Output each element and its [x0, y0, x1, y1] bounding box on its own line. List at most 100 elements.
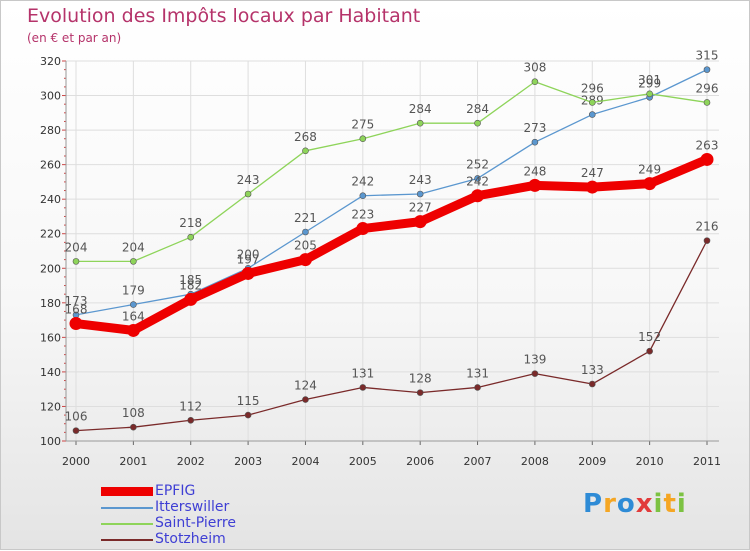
data-point-epfig [184, 292, 198, 306]
data-label-epfig: 205 [294, 239, 317, 253]
data-point-stotzheim [703, 237, 711, 244]
data-label-epfig: 249 [638, 163, 661, 177]
data-point-itterswiller [359, 192, 367, 200]
y-tick-label: 200 [40, 262, 61, 275]
chart-title: Evolution des Impôts locaux par Habitant [27, 5, 421, 27]
y-tick-label: 160 [40, 331, 61, 344]
data-point-epfig [585, 180, 599, 194]
data-label-epfig: 182 [179, 278, 202, 292]
data-label-saint-pierre: 268 [294, 130, 317, 144]
series-line-epfig [71, 154, 712, 335]
data-label-stotzheim: 216 [696, 220, 719, 234]
x-tick-label: 2000 [62, 455, 90, 468]
data-label-itterswiller: 252 [466, 157, 489, 171]
y-tick-label: 100 [40, 435, 61, 448]
data-point-stotzheim [244, 411, 252, 419]
data-label-saint-pierre: 296 [696, 81, 719, 95]
data-point-saint-pierre [187, 233, 195, 241]
logo-letter: r [603, 489, 617, 519]
x-tick-label: 2006 [406, 455, 434, 468]
logo-letter: o [616, 489, 636, 519]
legend-swatch [101, 523, 153, 525]
data-point-saint-pierre [244, 190, 252, 198]
data-label-epfig: 248 [523, 164, 546, 178]
data-label-stotzheim: 106 [65, 410, 88, 424]
data-point-itterswiller [703, 66, 711, 73]
y-tick-label: 220 [40, 228, 61, 241]
data-label-stotzheim: 115 [237, 394, 260, 408]
y-tick-label: 300 [40, 90, 61, 103]
y-tick-label: 320 [40, 55, 61, 68]
legend-swatch [101, 507, 153, 509]
data-point-stotzheim [531, 370, 539, 377]
y-tick-label: 280 [40, 124, 61, 137]
data-point-stotzheim [72, 427, 80, 434]
data-label-itterswiller: 185 [179, 273, 202, 287]
chart-subtitle: (en € et par an) [27, 31, 122, 45]
data-label-saint-pierre: 204 [65, 240, 88, 254]
data-label-saint-pierre: 243 [237, 173, 260, 187]
data-point-epfig [413, 215, 427, 229]
data-label-epfig: 247 [581, 166, 604, 180]
data-label-itterswiller: 243 [409, 173, 432, 187]
data-label-itterswiller: 173 [65, 294, 88, 308]
data-point-saint-pierre [72, 258, 80, 265]
data-point-stotzheim [588, 380, 596, 388]
logo-letter: i [653, 489, 664, 519]
x-tick-label: 2004 [291, 455, 319, 468]
data-label-stotzheim: 131 [351, 366, 374, 380]
legend-label: Itterswiller [155, 499, 230, 515]
data-label-epfig: 223 [351, 208, 374, 222]
logo-letter: t [663, 489, 677, 519]
data-point-itterswiller [416, 190, 424, 198]
x-tick-label: 2002 [177, 455, 205, 468]
data-point-saint-pierre [531, 78, 539, 86]
data-label-itterswiller: 179 [122, 284, 145, 298]
data-label-itterswiller: 242 [351, 175, 374, 189]
data-point-stotzheim [130, 423, 137, 431]
data-label-epfig: 227 [409, 201, 432, 215]
legend-label: Saint-Pierre [155, 515, 236, 531]
data-label-stotzheim: 124 [294, 379, 317, 393]
x-tick-label: 2009 [578, 455, 606, 468]
legend-swatch [101, 539, 153, 541]
legend-label: EPFIG [155, 483, 196, 499]
data-label-itterswiller: 200 [237, 247, 260, 261]
x-tick-label: 2011 [693, 455, 721, 468]
data-point-epfig [356, 222, 370, 236]
data-point-epfig [241, 266, 255, 280]
data-point-saint-pierre [703, 99, 711, 106]
data-label-saint-pierre: 308 [523, 61, 546, 75]
data-point-stotzheim [474, 384, 481, 391]
data-point-saint-pierre [646, 90, 653, 98]
data-point-stotzheim [416, 389, 424, 396]
x-tick-label: 2008 [521, 455, 549, 468]
data-point-saint-pierre [474, 119, 481, 127]
logo-letter: P [583, 489, 604, 519]
y-tick-label: 180 [40, 297, 61, 310]
logo-letter: x [635, 489, 654, 519]
data-point-stotzheim [646, 347, 653, 355]
x-tick-label: 2010 [636, 455, 664, 468]
legend-label: Stotzheim [155, 531, 226, 547]
data-point-epfig [700, 152, 714, 166]
x-tick-label: 2003 [234, 455, 262, 468]
data-point-epfig [126, 323, 140, 337]
data-point-saint-pierre [130, 258, 137, 265]
x-tick-label: 2007 [464, 455, 492, 468]
series-line-saint-pierre [75, 81, 708, 263]
data-label-itterswiller: 273 [523, 121, 546, 135]
data-point-itterswiller [130, 301, 137, 308]
data-point-itterswiller [531, 138, 539, 146]
legend-swatch [101, 487, 153, 496]
data-label-saint-pierre: 284 [466, 102, 489, 116]
data-point-itterswiller [588, 111, 596, 118]
logo-letter: i [676, 489, 687, 519]
data-point-itterswiller [474, 175, 481, 182]
data-point-saint-pierre [416, 119, 424, 127]
data-point-epfig [643, 177, 657, 191]
data-point-saint-pierre [359, 135, 367, 143]
y-tick-label: 140 [40, 366, 61, 379]
x-tick-label: 2005 [349, 455, 377, 468]
